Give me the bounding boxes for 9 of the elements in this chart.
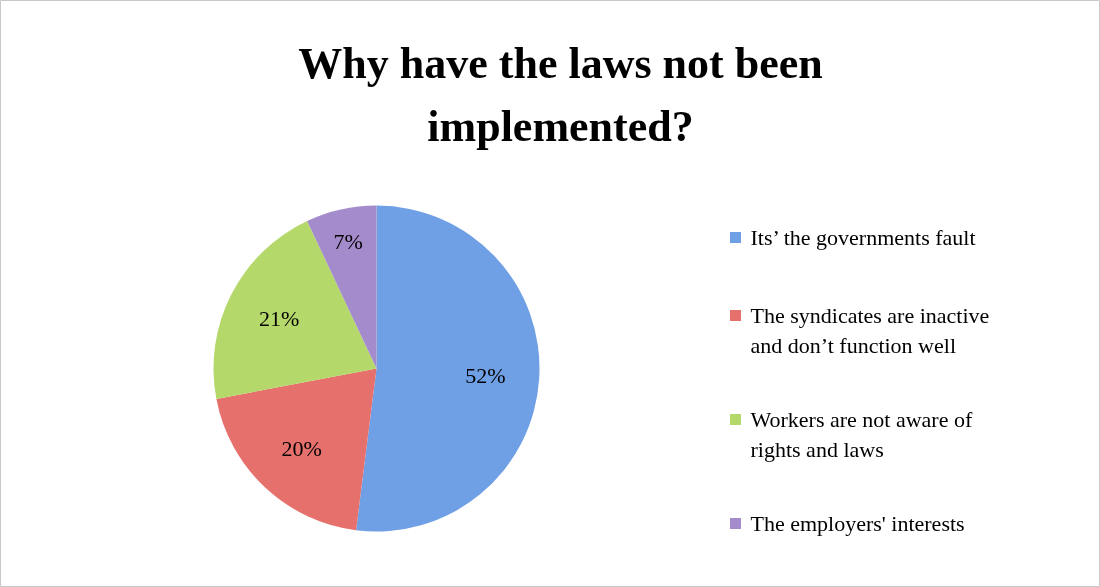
- legend-label: The employers' interests: [750, 510, 965, 536]
- data-label: 20%: [281, 435, 322, 461]
- legend-label: Its’ the governments fault: [750, 224, 976, 250]
- chart-title: Why have the laws not been implemented?: [298, 38, 823, 152]
- legend-label: Workers are not aware of rights and laws: [750, 406, 973, 462]
- data-label: 21%: [259, 306, 300, 332]
- data-label: 52%: [465, 362, 506, 388]
- data-label: 7%: [333, 228, 363, 254]
- legend-label: The syndicates are inactive and don’t function well: [750, 302, 990, 358]
